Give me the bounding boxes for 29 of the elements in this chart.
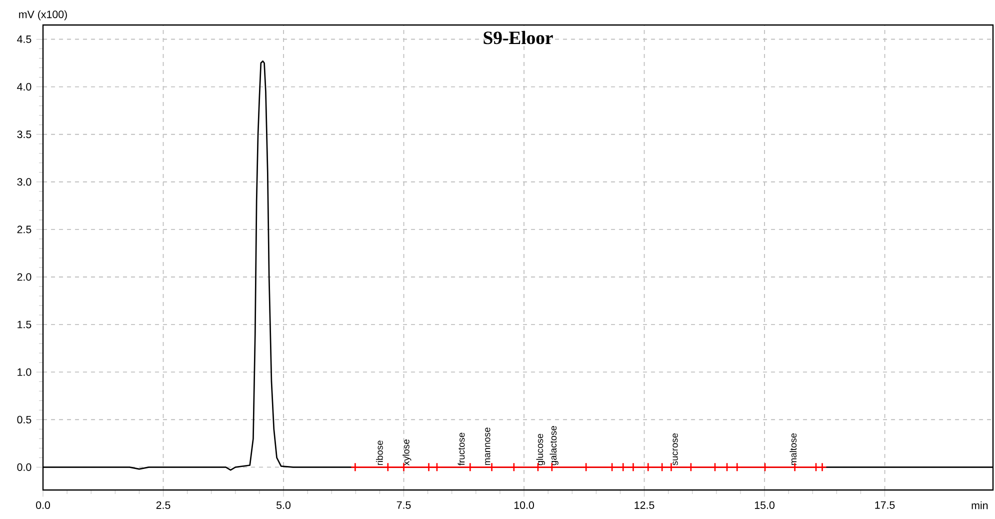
y-tick-label: 2.0	[17, 273, 32, 281]
y-tick-label: 2.5	[17, 226, 32, 234]
annotation: glucose	[536, 434, 545, 466]
y-tick-label: 4.5	[17, 36, 32, 43]
annotation: galactose	[550, 426, 558, 466]
y-tick-label: 3.0	[17, 178, 32, 186]
y-tick-label: 3.5	[17, 130, 32, 138]
annotation: ribose	[376, 440, 383, 465]
y-tick-label: 0.5	[17, 416, 32, 424]
x-axis-title: min	[972, 501, 988, 510]
y-axis-title: mV (x100)	[19, 10, 67, 20]
x-tick-label: 2.5	[156, 501, 170, 509]
x-tick-label: 17.5	[875, 501, 895, 509]
x-tick-label: 5.0	[276, 501, 291, 509]
annotation: maltose	[790, 433, 797, 465]
x-tick-label: 15.0	[754, 501, 774, 509]
x-tick-label: 7.5	[396, 501, 411, 509]
chart-title: S9-Eloor	[484, 30, 553, 44]
annotation: fructose	[458, 432, 465, 466]
x-tick-label: 12.5	[634, 501, 654, 509]
annotation: mannose	[485, 428, 490, 465]
x-tick-label: 0.0	[36, 501, 50, 509]
y-tick-label: 1.5	[18, 320, 32, 328]
annotation: xylose	[402, 440, 412, 466]
annotation: sucrose	[672, 433, 678, 466]
y-tick-label: 4.0	[17, 83, 32, 91]
y-tick-label: 0.0	[17, 463, 32, 471]
x-tick-label: 10.0	[514, 501, 534, 509]
y-tick-label: 1.0	[18, 368, 32, 376]
